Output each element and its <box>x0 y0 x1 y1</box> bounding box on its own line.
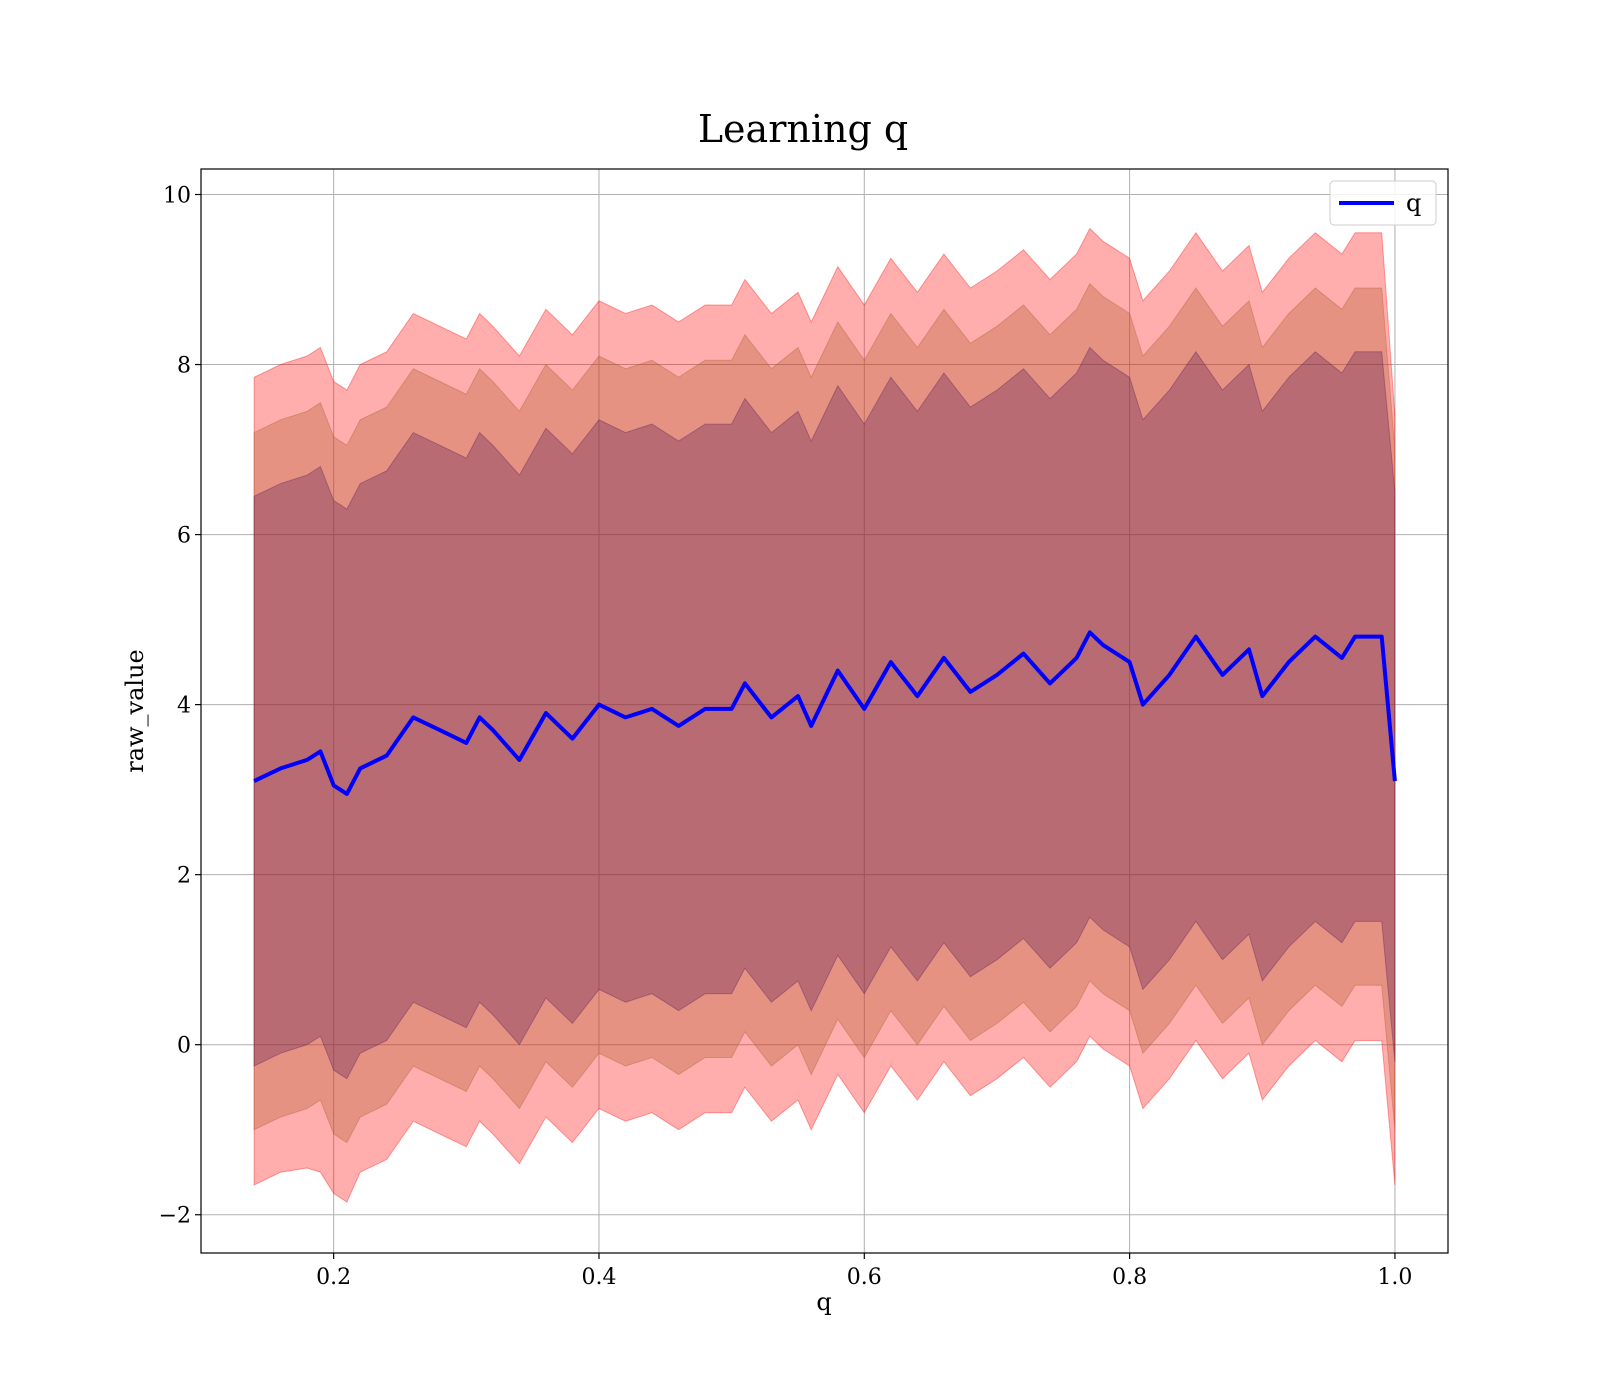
y-tick-label: 2 <box>177 864 191 889</box>
band-inner <box>253 346 1396 1080</box>
series-lines <box>253 630 1397 796</box>
y-tick-label: 8 <box>177 354 191 379</box>
plot-area: 0.2 0.4 0.6 0.8 1.0 −2 0 2 4 6 8 10 <box>159 168 1449 1290</box>
y-tick-label: 0 <box>177 1034 191 1059</box>
band-outer <box>253 227 1396 1203</box>
x-tick-label: 0.2 <box>316 1265 351 1290</box>
y-axis-ticks: −2 0 2 4 6 8 10 <box>159 184 201 1229</box>
confidence-bands <box>253 227 1396 1203</box>
x-axis-ticks: 0.2 0.4 0.6 0.8 1.0 <box>316 1253 1412 1290</box>
y-tick-label: 4 <box>177 694 191 719</box>
x-axis-label: q <box>816 1288 831 1316</box>
legend: q <box>1329 180 1437 226</box>
band-middle <box>253 282 1396 1144</box>
grid <box>201 169 1448 1253</box>
y-axis-label: raw_value <box>121 649 149 773</box>
axes-background <box>201 169 1448 1253</box>
y-tick-label: −2 <box>159 1204 191 1229</box>
series-line-q <box>253 630 1397 796</box>
x-tick-label: 0.8 <box>1112 1265 1147 1290</box>
y-tick-label: 6 <box>177 524 191 549</box>
y-tick-label: 10 <box>163 184 191 209</box>
x-tick-label: 0.6 <box>847 1265 882 1290</box>
x-tick-label: 0.4 <box>581 1265 616 1290</box>
axes-frame <box>200 168 1449 1254</box>
chart-title: Learning q <box>698 107 908 151</box>
legend-label: q <box>1406 189 1421 217</box>
x-tick-label: 1.0 <box>1377 1265 1412 1290</box>
